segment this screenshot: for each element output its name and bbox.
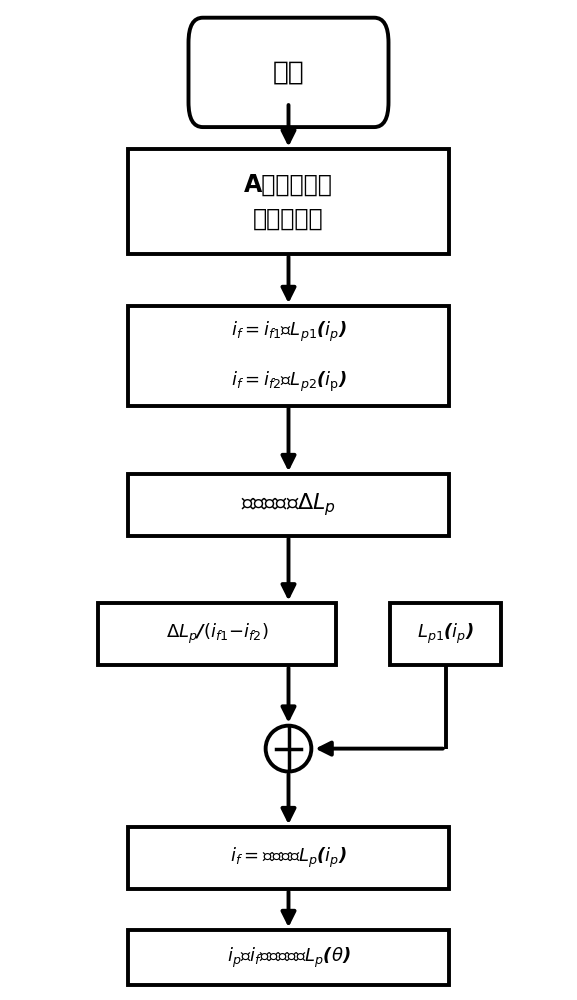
Text: $i_f$$=$任意值的$L_p$($i_p$): $i_f$$=$任意值的$L_p$($i_p$): [230, 846, 347, 870]
FancyBboxPatch shape: [390, 603, 501, 665]
Text: $\Delta L_p$/$({i_{f1}}$$-$$i_{f2})$: $\Delta L_p$/$({i_{f1}}$$-$$i_{f2})$: [166, 622, 268, 646]
FancyBboxPatch shape: [129, 149, 448, 254]
FancyBboxPatch shape: [189, 18, 388, 127]
Text: $i_p$、$i_f$为任意值的$L_p$($\theta$): $i_p$、$i_f$为任意值的$L_p$($\theta$): [227, 945, 350, 970]
Text: $L_{p1}$($i_p$): $L_{p1}$($i_p$): [417, 622, 474, 646]
FancyBboxPatch shape: [129, 474, 448, 536]
FancyBboxPatch shape: [129, 930, 448, 985]
FancyBboxPatch shape: [99, 603, 336, 665]
Text: $i_f$$=$$i_{f2}$时$L_{p2}$($i_\mathrm{p}$): $i_f$$=$$i_{f2}$时$L_{p2}$($i_\mathrm{p}$…: [231, 370, 346, 394]
FancyBboxPatch shape: [129, 306, 448, 406]
FancyBboxPatch shape: [129, 827, 448, 889]
Text: 开始: 开始: [272, 59, 305, 85]
Ellipse shape: [265, 726, 312, 772]
Text: $i_f$$=$$i_{f1}$时$L_{p1}$($i_p$): $i_f$$=$$i_{f1}$时$L_{p1}$($i_p$): [231, 320, 346, 344]
Text: A相定子齿与
转子齿对齐: A相定子齿与 转子齿对齐: [244, 173, 333, 230]
Text: 横轴平移量$\Delta L_p$: 横轴平移量$\Delta L_p$: [241, 492, 336, 518]
